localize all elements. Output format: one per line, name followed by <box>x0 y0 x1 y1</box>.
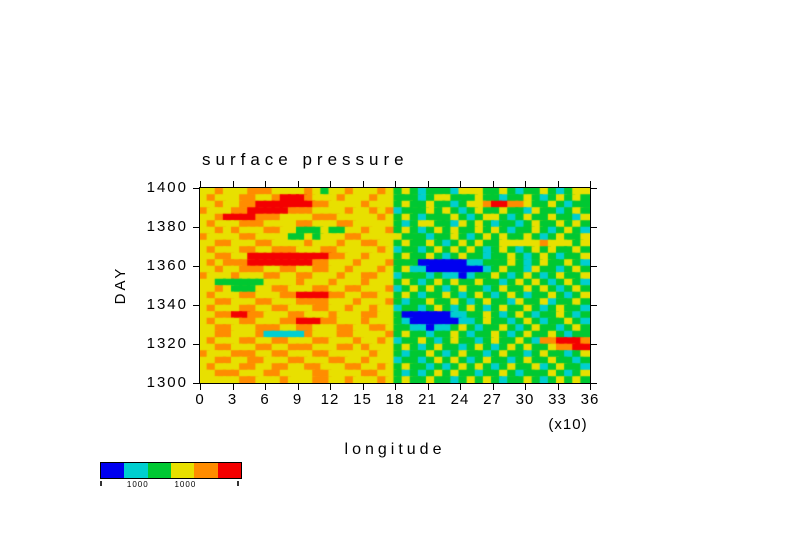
y-tick-mark <box>193 227 199 228</box>
y-tick-mark <box>193 344 199 345</box>
colorbar-segment <box>217 463 241 478</box>
x-tick-label: 36 <box>580 391 600 408</box>
y-tick-label: 1320 <box>146 335 188 352</box>
heatmap-canvas <box>200 188 590 383</box>
y-tick-mark <box>591 266 597 267</box>
x-tick-label: 18 <box>385 391 405 408</box>
colorbar-end-mark <box>100 481 102 486</box>
colorbar-segment <box>101 463 125 478</box>
x-axis-scale-note: (x10) <box>548 416 588 433</box>
colorbar-segment <box>170 463 195 478</box>
colorbar-segment <box>124 463 148 478</box>
x-tick-mark <box>232 384 234 390</box>
x-tick-mark <box>297 384 299 390</box>
x-tick-mark <box>525 181 526 187</box>
colorbar-tick-label: 1000 <box>174 480 197 489</box>
y-tick-mark <box>591 383 597 384</box>
x-tick-mark <box>330 384 331 390</box>
y-tick-label: 1340 <box>146 296 188 313</box>
y-tick-mark <box>591 344 597 345</box>
colorbar-tick-label: 1000 <box>126 480 149 489</box>
x-tick-label: 0 <box>195 391 205 408</box>
x-tick-label: 30 <box>515 391 535 408</box>
x-tick-mark <box>200 384 201 390</box>
y-tick-mark <box>193 188 199 189</box>
x-tick-label: 27 <box>483 391 502 408</box>
chart-title: surface pressure <box>202 150 409 169</box>
x-tick-mark <box>265 181 266 187</box>
plot-frame <box>199 187 591 384</box>
y-tick-label: 1380 <box>146 218 188 235</box>
x-tick-mark <box>330 181 331 187</box>
x-tick-mark <box>395 384 396 390</box>
y-tick-mark <box>193 266 199 267</box>
x-tick-mark <box>200 181 201 187</box>
colorbar-segment <box>147 463 171 478</box>
x-tick-mark <box>265 384 266 390</box>
y-tick-mark <box>591 188 597 189</box>
x-tick-mark <box>460 181 461 187</box>
x-tick-label: 3 <box>227 391 238 408</box>
x-tick-mark <box>557 181 559 187</box>
y-tick-mark <box>193 305 199 306</box>
x-tick-mark <box>492 384 494 390</box>
x-tick-mark <box>232 181 234 187</box>
colorbar-segment <box>194 463 218 478</box>
y-tick-mark <box>193 383 199 384</box>
y-tick-label: 1400 <box>146 179 188 196</box>
x-tick-mark <box>362 181 364 187</box>
x-tick-mark <box>557 384 559 390</box>
x-tick-mark <box>427 181 429 187</box>
y-tick-mark <box>591 227 597 228</box>
x-tick-label: 33 <box>548 391 567 408</box>
colorbar <box>100 462 242 479</box>
x-tick-label: 21 <box>418 391 437 408</box>
x-tick-mark <box>427 384 429 390</box>
x-tick-mark <box>525 384 526 390</box>
y-axis-title: DAY <box>112 265 129 305</box>
y-tick-mark <box>591 305 597 306</box>
y-tick-label: 1300 <box>146 374 188 391</box>
colorbar-end-mark <box>237 481 239 486</box>
y-tick-label: 1360 <box>146 257 188 274</box>
x-tick-mark <box>460 384 461 390</box>
x-tick-label: 9 <box>292 391 303 408</box>
x-tick-mark <box>590 384 591 390</box>
x-tick-mark <box>395 181 396 187</box>
x-axis-title: longitude <box>344 441 446 458</box>
x-tick-mark <box>362 384 364 390</box>
x-tick-label: 12 <box>320 391 340 408</box>
x-tick-label: 15 <box>353 391 372 408</box>
x-tick-label: 24 <box>450 391 470 408</box>
x-tick-mark <box>590 181 591 187</box>
x-tick-mark <box>492 181 494 187</box>
x-tick-mark <box>297 181 299 187</box>
x-tick-label: 6 <box>260 391 270 408</box>
